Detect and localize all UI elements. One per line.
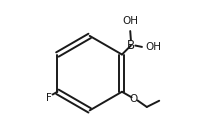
Text: B: B (127, 39, 135, 52)
Text: F: F (46, 93, 51, 103)
Text: OH: OH (122, 16, 138, 26)
Text: OH: OH (145, 42, 161, 52)
Text: O: O (129, 94, 138, 104)
